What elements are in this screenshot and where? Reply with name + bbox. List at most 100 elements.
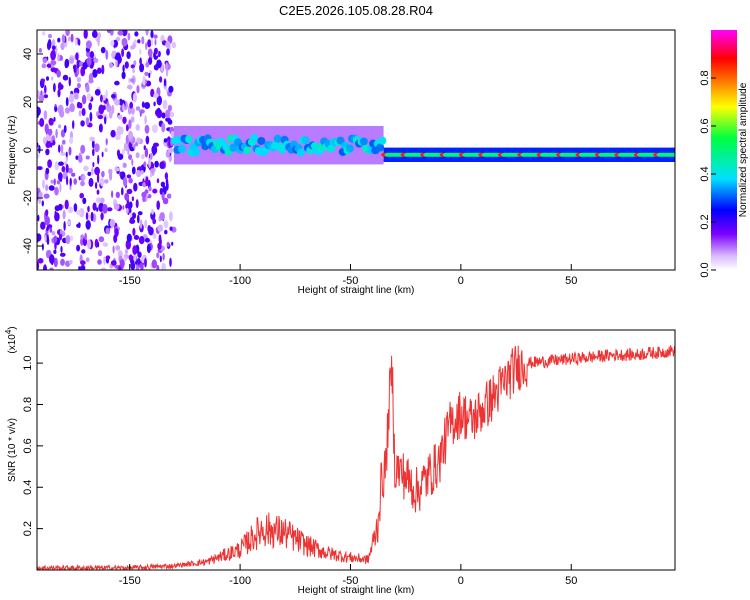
spectrogram-blob bbox=[147, 39, 152, 48]
spectrogram-blob bbox=[104, 147, 108, 153]
spectrogram-blob bbox=[105, 49, 109, 60]
spectrogram-blob bbox=[97, 32, 102, 39]
spectrogram-blob bbox=[45, 184, 49, 192]
spectrogram-blob bbox=[45, 167, 50, 175]
spectrogram-blob bbox=[71, 172, 76, 177]
spectrogram-blob bbox=[75, 52, 79, 61]
spectrogram-blob bbox=[55, 128, 58, 139]
spectrogram-blob bbox=[160, 181, 166, 188]
spectrogram-blob bbox=[135, 152, 140, 159]
spectrogram-blob bbox=[114, 167, 120, 172]
spectrogram-blob bbox=[133, 235, 140, 240]
spectrogram-blob bbox=[125, 248, 128, 255]
y-tick-label: 0.8 bbox=[22, 397, 34, 412]
spectrogram-blob bbox=[88, 177, 94, 187]
x-tick-label: 0 bbox=[458, 275, 464, 287]
spectrogram-blob bbox=[158, 234, 162, 243]
spectrogram-blob bbox=[125, 239, 131, 250]
spectrogram-blob bbox=[296, 148, 305, 157]
spectrogram-blob bbox=[141, 191, 147, 198]
spectrogram-panel: -150 -100 -50 0 50 -40 -20 0 20 40 Height of str… bbox=[7, 29, 676, 296]
spectrogram-blob bbox=[126, 233, 132, 242]
spectrogram-blob bbox=[77, 83, 81, 89]
spectrogram-blob bbox=[135, 124, 140, 131]
y-tick-label: 0.6 bbox=[22, 438, 34, 453]
spectrogram-blob bbox=[87, 212, 91, 222]
spectrogram-blob bbox=[103, 256, 106, 265]
spectrogram-blob bbox=[80, 180, 85, 187]
spectrogram-blob bbox=[114, 80, 120, 86]
spectrogram-blob bbox=[82, 197, 87, 204]
y-tick-label: 0.4 bbox=[22, 480, 34, 495]
spectrogram-blob bbox=[88, 102, 92, 111]
spectrogram-blob bbox=[166, 48, 170, 56]
spectrogram-blob bbox=[148, 186, 152, 192]
spectrogram-blob bbox=[97, 36, 100, 47]
spectrogram-blob bbox=[144, 124, 150, 134]
spectrogram-blob bbox=[168, 111, 175, 118]
spectrogram-blob bbox=[76, 210, 82, 215]
spectrogram-blob bbox=[42, 31, 46, 36]
spectrogram-blob bbox=[128, 130, 133, 141]
spectrogram-blob bbox=[62, 210, 66, 220]
spectrogram-blob bbox=[100, 267, 107, 270]
spectrogram-blob bbox=[115, 58, 118, 68]
spectrogram-blob bbox=[145, 61, 150, 68]
spectrogram-blob bbox=[153, 101, 156, 107]
y-tick-label: 20 bbox=[22, 96, 34, 108]
spectrogram-blob bbox=[164, 172, 169, 180]
spectrogram-blob bbox=[148, 57, 153, 65]
spectrogram-blob bbox=[84, 232, 87, 241]
spectrogram-blob bbox=[85, 220, 91, 230]
spectrogram-blob bbox=[89, 136, 95, 142]
spectrogram-blob bbox=[165, 62, 169, 71]
spectrogram-blob bbox=[96, 173, 100, 184]
spectrogram-blob bbox=[64, 60, 69, 69]
snr-x-axis-label: Height of straight line (km) bbox=[298, 585, 415, 596]
snr-plot-area bbox=[37, 330, 675, 570]
spectrogram-blob bbox=[58, 82, 62, 91]
spectrogram-y-axis-label: Frequency (Hz) bbox=[7, 116, 18, 185]
spectrogram-blob bbox=[58, 124, 62, 129]
spectrogram-blob bbox=[378, 136, 387, 145]
spectrogram-blob bbox=[57, 53, 60, 62]
y-tick-label: -40 bbox=[22, 238, 34, 254]
spectrogram-blob bbox=[144, 219, 148, 229]
spectrogram-blob bbox=[94, 89, 101, 96]
spectrogram-blob bbox=[137, 251, 142, 258]
spectrogram-blob bbox=[166, 241, 170, 247]
spectrogram-blob bbox=[92, 202, 97, 211]
spectrogram-blob bbox=[59, 172, 63, 183]
spectrogram-blob bbox=[250, 134, 259, 142]
spectrogram-blob bbox=[159, 255, 162, 263]
spectrogram-blob bbox=[140, 262, 144, 270]
spectrogram-blob bbox=[111, 94, 116, 99]
spectrogram-blob bbox=[76, 223, 81, 228]
spectrogram-blob bbox=[153, 142, 159, 147]
x-tick-label: 50 bbox=[565, 575, 577, 587]
spectrogram-blob bbox=[171, 241, 174, 246]
svg-text:(x104): (x104) bbox=[4, 326, 18, 353]
spectrogram-blob bbox=[144, 71, 149, 76]
spectrogram-x-axis-label: Height of straight line (km) bbox=[298, 285, 415, 296]
snr-scale-base: (x10 bbox=[7, 334, 18, 354]
spectrogram-blob bbox=[57, 37, 61, 43]
spectrogram-blob bbox=[80, 234, 85, 240]
colorbar-tick-label: 0.6 bbox=[699, 118, 711, 133]
spectrogram-blob bbox=[60, 151, 66, 156]
spectrogram-blob bbox=[137, 211, 143, 216]
spectrogram-blob bbox=[150, 88, 155, 97]
spectrogram-blob bbox=[97, 250, 103, 257]
spectrogram-blob bbox=[192, 148, 200, 157]
spectrogram-blob bbox=[75, 155, 79, 160]
spectrogram-blob bbox=[44, 84, 47, 94]
spectrogram-blob bbox=[69, 57, 74, 64]
spectrogram-blob bbox=[50, 67, 57, 73]
spectrogram-blob bbox=[109, 171, 113, 181]
spectrogram-blob bbox=[129, 101, 134, 109]
spectrogram-blob bbox=[65, 234, 71, 245]
spectrogram-blob bbox=[43, 110, 48, 120]
spectrogram-blob bbox=[59, 252, 66, 257]
spectrogram-blob bbox=[145, 135, 150, 145]
